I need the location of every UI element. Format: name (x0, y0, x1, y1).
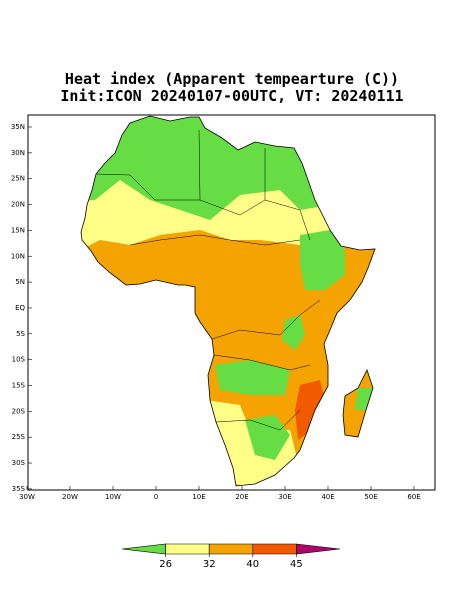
subtitle: Init:ICON 20240107-00UTC, VT: 20240111 (60, 87, 403, 105)
lat-label: 5S (16, 330, 25, 338)
lat-label: 15S (12, 382, 26, 390)
colorbar-label: 26 (159, 559, 172, 570)
lon-label: 50E (364, 493, 377, 501)
lon-label: 30W (19, 493, 35, 501)
colorbar-swatch (208, 543, 254, 555)
lat-label: 10S (12, 356, 26, 364)
lat-label: 35N (11, 123, 25, 131)
lat-label: 30N (11, 149, 25, 157)
lon-label: 20E (235, 493, 248, 501)
lat-label: EQ (15, 304, 25, 312)
lon-label: 10E (192, 493, 205, 501)
lat-label: 5N (15, 278, 25, 286)
lat-label: 20S (12, 407, 26, 415)
colorbar-swatch (121, 543, 166, 555)
map-frame (27, 114, 436, 491)
lon-label: 40E (321, 493, 334, 501)
colorbar-swatch (296, 543, 341, 555)
lon-label: 10W (105, 493, 121, 501)
lat-label: 10N (11, 252, 25, 260)
borders (95, 129, 321, 431)
lat-label: 35S (12, 485, 26, 493)
title: Heat index (Apparent tempearture (C)) (65, 70, 399, 88)
lat-label: 15N (11, 226, 25, 234)
lat-label: 25S (12, 433, 26, 441)
colorbar-label: 45 (290, 559, 303, 570)
heat-field (81, 116, 375, 486)
colorbar-swatch (165, 543, 210, 555)
colorbar-label: 40 (246, 559, 259, 570)
lon-label: 0 (154, 493, 158, 501)
lat-label: 25N (11, 175, 25, 183)
madagascar-coast (342, 368, 374, 438)
lat-label: 30S (12, 459, 26, 467)
lon-label: 20W (62, 493, 78, 501)
colorbar-label: 32 (203, 559, 216, 570)
lon-label: 30E (278, 493, 291, 501)
colorbar-swatch (252, 543, 297, 555)
lat-label: 20N (11, 201, 25, 209)
lon-label: 60E (407, 493, 420, 501)
